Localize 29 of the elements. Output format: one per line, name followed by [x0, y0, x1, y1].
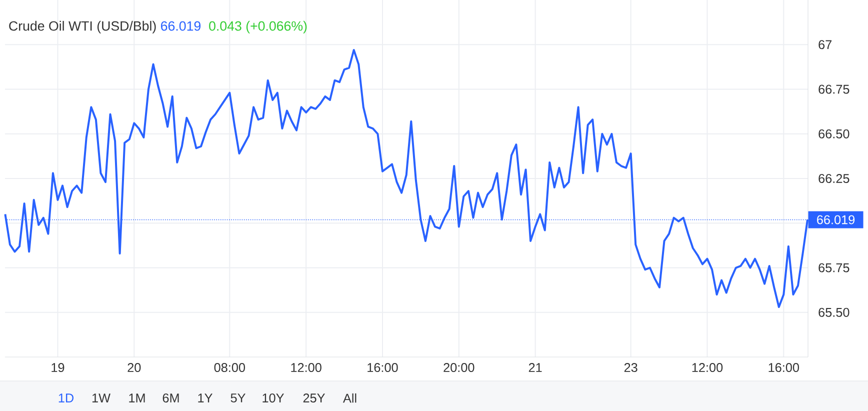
x-tick-label: 20:00: [444, 363, 474, 372]
x-tick-label: 12:00: [692, 363, 723, 372]
text: 10Y: [262, 394, 284, 402]
x-tick-label: 23: [624, 363, 638, 372]
y-tick-label: 66.25: [818, 174, 850, 183]
text: 1M: [129, 394, 145, 402]
x-tick-label: 08:00: [214, 363, 245, 372]
text: Crude Oil WTI (USD/Bbl): [9, 20, 156, 34]
ref-line-label: 66.019: [817, 215, 855, 224]
x-tick-label: 16:00: [768, 363, 799, 372]
annotation: 66.019: [161, 21, 200, 31]
y-tick-label: 66.75: [818, 84, 850, 94]
text: 6M: [162, 394, 179, 402]
text: 1W: [92, 394, 110, 402]
text: 1D: [58, 394, 74, 402]
y-tick-label: 67: [818, 40, 832, 50]
text: 5Y: [230, 394, 246, 402]
text: 1Y: [198, 394, 212, 402]
y-tick-label: 65.75: [818, 263, 850, 272]
text: All: [342, 393, 356, 403]
annotation: 0.043 (+0.066%): [209, 20, 307, 34]
x-tick-label: 16:00: [368, 363, 398, 372]
x-tick-label: 19: [52, 363, 64, 372]
text: 25Y: [303, 394, 325, 402]
y-tick-label: 66.50: [818, 129, 850, 138]
x-tick-label: 21: [528, 363, 542, 372]
y-tick-label: 65.50: [818, 308, 850, 317]
x-tick-label: 12:00: [291, 363, 322, 372]
x-tick-label: 20: [128, 363, 141, 372]
